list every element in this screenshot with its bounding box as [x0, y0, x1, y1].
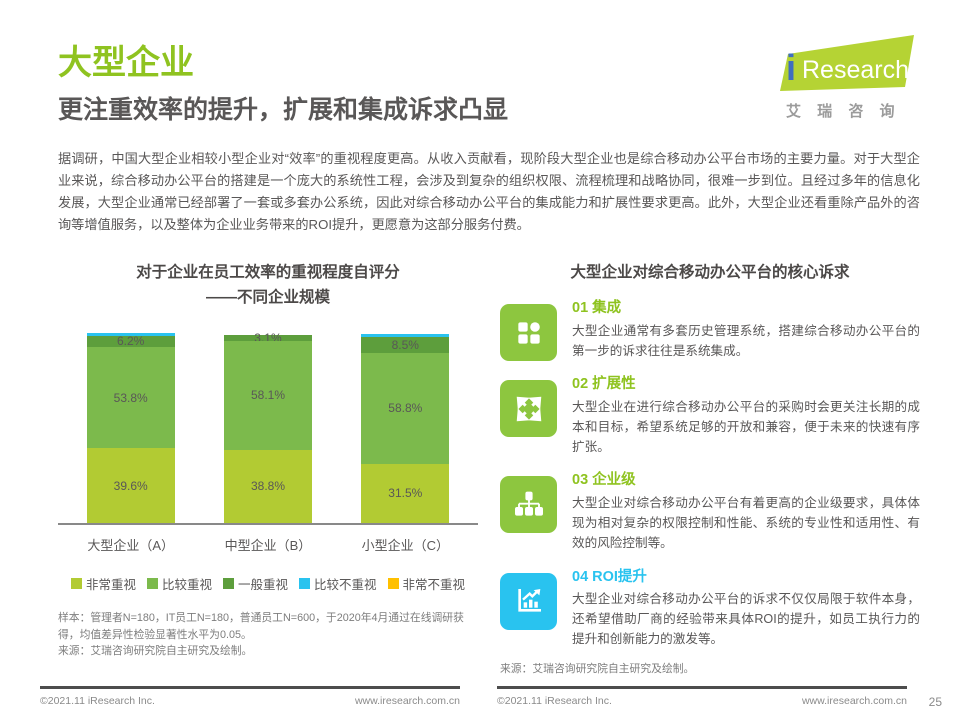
legend-item: 非常不重视 [387, 574, 466, 593]
expand-arrows-icon [500, 380, 557, 438]
legend-label: 非常不重视 [402, 577, 466, 592]
demand-label: 01 集成 [572, 300, 622, 317]
demand-label: 04 ROI提升 [572, 568, 647, 585]
bar-segment-比较不重视 [361, 334, 450, 338]
footer-bar [40, 686, 460, 689]
footer-bar [497, 686, 907, 689]
footer-left: ©2021.11 iResearch Inc. www.iresearch.co… [40, 686, 460, 707]
demand-text: 02 扩展性 大型企业在进行综合移动办公平台的采购时会更关注长期的成本和目标，希… [572, 376, 920, 457]
bar-value-label: 38.8% [250, 479, 285, 494]
stacked-bar-1: 39.6% 53.8% 6.2% [86, 332, 175, 523]
website-link: www.iresearch.com.cn [354, 695, 460, 707]
logo-cn: 艾 瑞 咨 询 [786, 102, 901, 120]
legend-swatch [70, 577, 82, 589]
demand-text: 01 集成 大型企业通常有多套历史管理系统，搭建综合移动办公平台的第一步的诉求往… [572, 300, 920, 361]
legend-label: 比较不重视 [314, 577, 377, 592]
bar-segment-非常重视: 38.8% [223, 449, 312, 523]
bar-value-label: 8.5% [391, 338, 419, 353]
legend-item: 非常重视 [70, 574, 136, 593]
content-columns: 对于企业在员工效率的重视程度自评分 ——不同企业规模 39.6% 53.8% 6.2… [58, 260, 920, 676]
page-title: 大型企业 [58, 44, 194, 82]
page-footer: ©2021.11 iResearch Inc. www.iresearch.co… [0, 686, 960, 712]
logo-i: i [786, 47, 796, 88]
demand-body: 大型企业对综合移动办公平台的诉求不仅仅局限于软件本身，还希望借助厂商的经验带来具… [572, 591, 920, 646]
demand-item-enterprise-grade: 03 企业级 大型企业对综合移动办公平台有着更高的企业级要求，具体体现为相对复杂… [500, 472, 920, 553]
chart-notes: 样本：管理者N=180，IT员工N=180，普通员工N=600，于2020年4月… [58, 610, 478, 660]
demand-label: 02 扩展性 [572, 376, 636, 393]
bar-segment-非常重视: 39.6% [86, 448, 175, 523]
demand-text: 04 ROI提升 大型企业对综合移动办公平台的诉求不仅仅局限于软件本身，还希望借… [572, 569, 920, 650]
category-label: 小型企业（C） [361, 537, 449, 553]
demands-title: 大型企业对综合移动办公平台的核心诉求 [570, 263, 850, 281]
stacked-bar-chart: 39.6% 53.8% 6.2% 38.8% 58.1% 3.1% 31.5% 58.8% 8.… [58, 332, 478, 523]
stacked-bar-2: 38.8% 58.1% 3.1% [223, 332, 312, 523]
bar-value-label: 58.8% [388, 401, 423, 416]
bar-segment-一般重视: 8.5% [361, 337, 450, 354]
chart-title-line1: 对于企业在员工效率的重视程度自评分 [136, 263, 400, 281]
demand-text: 03 企业级 大型企业对综合移动办公平台有着更高的企业级要求，具体体现为相对复杂… [572, 472, 920, 553]
demand-body: 大型企业在进行综合移动办公平台的采购时会更关注长期的成本和目标，希望系统足够的开… [572, 399, 920, 454]
category-label: 中型企业（B） [224, 537, 312, 553]
bar-value-label: 39.6% [113, 478, 148, 493]
sample-note: 样本：管理者N=180，IT员工N=180，普通员工N=600，于2020年4月… [58, 611, 464, 641]
integration-grid-icon [500, 304, 557, 362]
stacked-bar-3: 31.5% 58.8% 8.5% [361, 334, 450, 523]
demands-source-note: 来源：艾瑞咨询研究院自主研究及绘制。 [500, 662, 695, 675]
bar-value-label: 53.8% [113, 390, 148, 405]
header: 大型企业 更注重效率的提升，扩展和集成诉求凸显 i Research 艾 瑞 咨… [0, 0, 960, 125]
demand-item-integration: 01 集成 大型企业通常有多套历史管理系统，搭建综合移动办公平台的第一步的诉求往… [500, 300, 920, 362]
legend-label: 比较重视 [161, 577, 212, 592]
demand-item-roi: 04 ROI提升 大型企业对综合移动办公平台的诉求不仅仅局限于软件本身，还希望借… [500, 569, 920, 650]
bar-segment-比较不重视 [86, 332, 175, 336]
category-label: 大型企业（A） [87, 537, 174, 553]
iresearch-logo: i Research 艾 瑞 咨 询 [780, 35, 914, 120]
legend-swatch [146, 577, 158, 589]
demand-body: 大型企业通常有多套历史管理系统，搭建综合移动办公平台的第一步的诉求往往是系统集成… [572, 323, 920, 358]
bar-segment-比较重视: 53.8% [86, 347, 175, 449]
bar-segment-比较重视: 58.8% [361, 353, 450, 464]
footer-right: ©2021.11 iResearch Inc. www.iresearch.co… [497, 686, 907, 707]
page-number: 25 [928, 695, 942, 709]
bar-segment-一般重视: 6.2% [86, 334, 175, 349]
demand-body: 大型企业对综合移动办公平台有着更高的企业级要求，具体体现为相对复杂的权限控制和性… [572, 495, 920, 550]
logo-wordmark: Research [802, 56, 909, 84]
chart-legend: 非常重视 比较重视 一般重视 比较不重视 非常不重视 [58, 574, 478, 593]
source-note: 来源：艾瑞咨询研究院自主研究及绘制。 [58, 645, 253, 658]
roi-chart-icon [500, 572, 557, 630]
chart-title-line2: ——不同企业规模 [205, 289, 330, 307]
bar-value-label: 6.2% [116, 334, 145, 349]
website-link: www.iresearch.com.cn [801, 695, 907, 707]
page-subtitle: 更注重效率的提升，扩展和集成诉求凸显 [58, 96, 509, 124]
legend-label: 一般重视 [237, 577, 288, 592]
chart-section: 对于企业在员工效率的重视程度自评分 ——不同企业规模 39.6% 53.8% 6.2… [58, 260, 478, 676]
intro-paragraph: 据调研，中国大型企业相较小型企业对“效率”的重视程度更高。从收入贡献看，现阶段大… [58, 150, 920, 232]
x-axis-line [58, 522, 478, 525]
bar-value-label: 31.5% [388, 486, 423, 501]
chart-title: 对于企业在员工效率的重视程度自评分 ——不同企业规模 [58, 260, 478, 311]
legend-item: 比较重视 [146, 574, 212, 593]
bar-segment-非常重视: 31.5% [361, 463, 450, 523]
copyright: ©2021.11 iResearch Inc. [40, 695, 155, 707]
org-hierarchy-icon [500, 476, 557, 534]
legend-swatch [222, 577, 234, 589]
legend-swatch [299, 577, 310, 589]
demands-section: 大型企业对综合移动办公平台的核心诉求 01 集成 大型企业通常有多套历史管理系统… [500, 260, 920, 676]
legend-item: 一般重视 [222, 574, 288, 593]
category-labels: 大型企业（A） 中型企业（B） 小型企业（C） [58, 535, 478, 554]
legend-label: 非常重视 [85, 577, 136, 592]
bar-value-label: 58.1% [250, 388, 285, 403]
copyright: ©2021.11 iResearch Inc. [497, 695, 612, 707]
demand-label: 03 企业级 [572, 472, 636, 489]
demand-item-extensibility: 02 扩展性 大型企业在进行综合移动办公平台的采购时会更关注长期的成本和目标，希… [500, 376, 920, 457]
legend-swatch [387, 577, 399, 589]
legend-item: 比较不重视 [299, 574, 377, 593]
logo-shape [780, 35, 914, 91]
bar-segment-比较重视: 58.1% [223, 340, 312, 450]
